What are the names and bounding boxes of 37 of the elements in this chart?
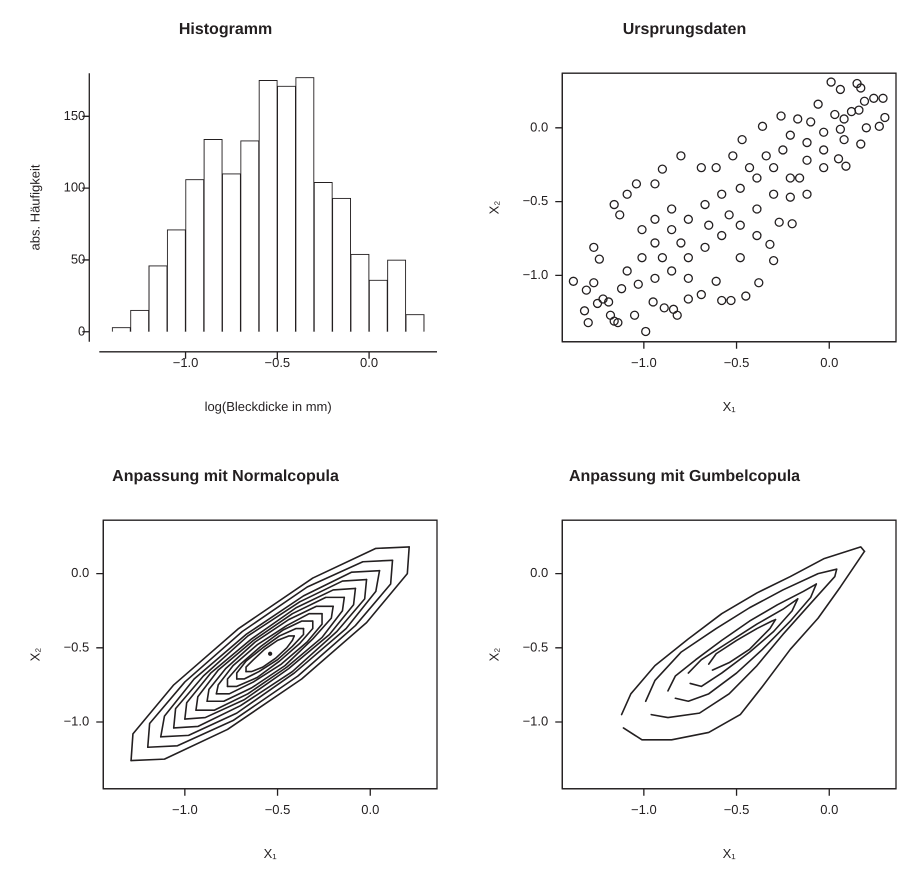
x-tick-label: −1.0 [172, 802, 198, 818]
chart-title: Ursprungsdaten [622, 21, 746, 38]
y-tick-label: 0.0 [530, 565, 548, 580]
x-tick-label: −0.5 [724, 802, 750, 818]
y-axis-title: X₂ [486, 200, 502, 214]
x-tick-label: 0.0 [361, 802, 380, 818]
chart-title: Anpassung mit Gumbelcopula [568, 468, 800, 486]
y-tick-label: −0.5 [64, 639, 90, 654]
y-tick-label: −1.0 [522, 714, 548, 729]
y-tick-label: −0.5 [522, 639, 548, 654]
y-tick-label: 0.0 [530, 119, 548, 134]
y-tick-label: 0.0 [71, 565, 90, 580]
x-axis-title: X₁ [264, 846, 278, 861]
y-tick-label: 50 [70, 252, 86, 267]
x-tick-label: −1.0 [631, 355, 657, 370]
y-tick-label: −1.0 [64, 714, 90, 729]
x-tick-label: −0.5 [724, 355, 750, 370]
y-axis-title: X₂ [27, 648, 42, 662]
x-axis-title: X₁ [722, 398, 736, 414]
chart-title: Histogramm [178, 21, 272, 38]
y-axis-title: X₂ [486, 648, 502, 662]
y-axis-title: abs. Häufigkeit [27, 164, 42, 250]
x-tick-label: −0.5 [264, 802, 290, 818]
y-tick-label: −0.5 [522, 193, 548, 208]
x-axis-title: log(Bleckdicke in mm) [204, 398, 332, 414]
x-tick-label: 0.0 [360, 355, 378, 370]
y-tick-label: 150 [64, 108, 86, 123]
chart-title: Anpassung mit Normalcopula [112, 468, 339, 486]
x-tick-label: 0.0 [820, 355, 838, 370]
x-tick-label: −0.5 [264, 355, 290, 370]
x-tick-label: −1.0 [172, 355, 198, 370]
x-tick-label: 0.0 [820, 802, 838, 818]
y-tick-label: −1.0 [522, 266, 548, 282]
y-tick-label: 100 [64, 180, 86, 195]
x-tick-label: −1.0 [631, 802, 657, 818]
y-tick-label: 0 [78, 323, 86, 338]
x-axis-title: X₁ [722, 846, 736, 861]
